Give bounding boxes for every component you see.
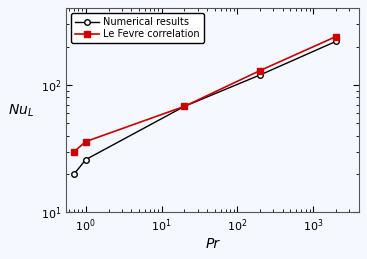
Numerical results [334,40,338,43]
Legend: Numerical results, Le Fevre correlation: Numerical results, Le Fevre correlation [71,13,204,43]
Le Fevre correlation [258,69,262,72]
X-axis label: Pr: Pr [206,237,219,251]
Line: Le Fevre correlation: Le Fevre correlation [70,33,339,155]
Numerical results [182,105,186,108]
Numerical results [258,73,262,76]
Le Fevre correlation [334,35,338,38]
Y-axis label: $Nu_L$: $Nu_L$ [8,102,34,119]
Le Fevre correlation [72,150,76,153]
Le Fevre correlation [84,140,88,143]
Numerical results [72,172,76,176]
Line: Numerical results: Numerical results [71,39,339,177]
Le Fevre correlation [182,105,186,108]
Numerical results [84,158,88,161]
